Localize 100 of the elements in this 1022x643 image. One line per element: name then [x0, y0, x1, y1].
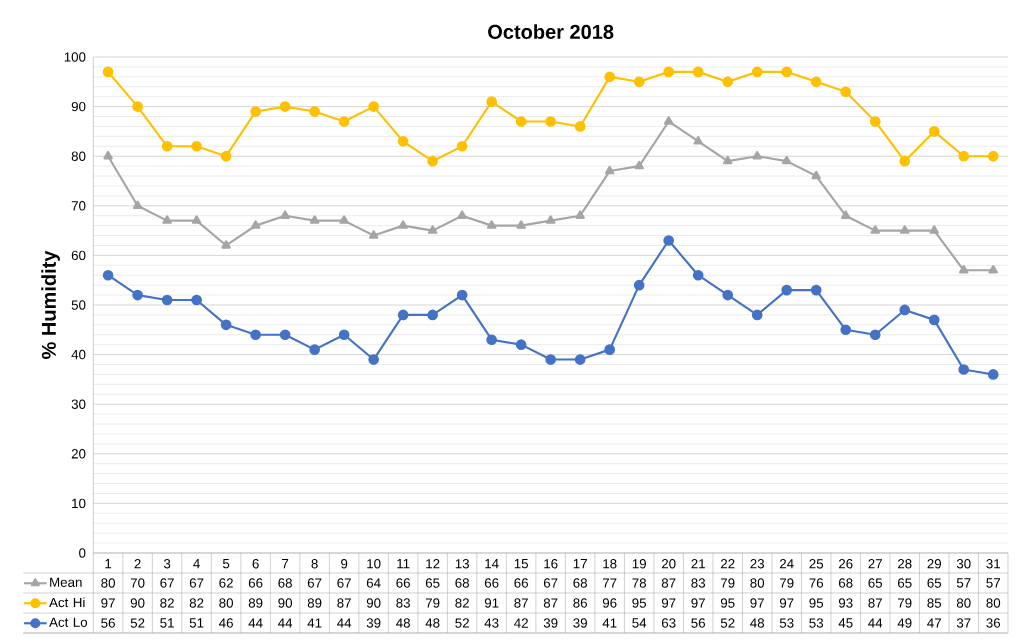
y-tick-label: 60 [71, 250, 86, 261]
point [309, 344, 320, 355]
data-label: 51 [189, 618, 204, 628]
data-label: 78 [632, 578, 647, 588]
x-tick-label: 12 [426, 559, 440, 569]
data-label: 64 [366, 578, 381, 588]
point [751, 309, 763, 321]
point [752, 150, 762, 160]
point [929, 225, 939, 234]
point [870, 225, 880, 234]
point [339, 215, 349, 224]
data-label: 68 [838, 578, 853, 588]
point [102, 269, 114, 281]
x-tick-label: 29 [927, 559, 942, 569]
point [840, 86, 852, 98]
point [633, 76, 645, 88]
x-tick-label: 19 [632, 559, 646, 569]
point [220, 150, 232, 162]
x-tick-label: 24 [779, 559, 794, 569]
data-label: 44 [248, 618, 263, 628]
point [663, 235, 675, 246]
data-label: 41 [307, 618, 322, 628]
data-label: 65 [927, 578, 942, 588]
y-tick-label: 20 [71, 449, 86, 459]
data-label: 51 [160, 618, 174, 628]
y-tick-label: 40 [71, 349, 86, 360]
x-tick-label: 3 [163, 559, 171, 569]
point [338, 116, 350, 127]
point [103, 150, 113, 160]
data-label: 67 [189, 578, 204, 588]
data-label: 41 [602, 618, 617, 628]
x-tick-label: 23 [750, 559, 765, 569]
data-label: 66 [248, 578, 263, 588]
data-label: 37 [956, 618, 971, 628]
point [309, 106, 320, 117]
data-label: 89 [248, 598, 263, 608]
data-label: 79 [898, 598, 912, 608]
point [397, 309, 409, 321]
point [102, 66, 114, 78]
x-tick-label: 31 [986, 559, 1001, 569]
data-label: 79 [425, 598, 440, 608]
point [574, 354, 586, 365]
point [840, 324, 852, 336]
data-label: 44 [337, 618, 352, 628]
data-label: 77 [602, 578, 617, 588]
point [515, 116, 527, 127]
data-label: 79 [720, 578, 735, 588]
point [722, 76, 734, 88]
data-label: 68 [573, 578, 588, 588]
data-label: 54 [632, 618, 647, 628]
data-label: 45 [838, 618, 853, 628]
point [132, 200, 143, 209]
point [368, 101, 379, 112]
data-label: 48 [396, 618, 410, 628]
x-tick-label: 26 [838, 559, 853, 569]
x-tick-label: 18 [603, 559, 617, 569]
point [987, 369, 999, 380]
x-tick-label: 2 [134, 559, 141, 569]
y-tick-label: 10 [72, 498, 86, 509]
data-label: 52 [720, 618, 735, 628]
data-label: 87 [337, 598, 351, 608]
data-label: 85 [927, 598, 942, 608]
data-label: 80 [750, 578, 765, 588]
x-tick-label: 7 [282, 559, 289, 569]
data-label: 82 [160, 598, 174, 608]
data-label: 53 [809, 618, 824, 628]
data-label: 96 [602, 598, 617, 608]
point [899, 155, 911, 167]
point [811, 170, 821, 180]
data-label: 57 [986, 578, 1000, 588]
point [545, 116, 556, 127]
data-label: 67 [337, 578, 351, 588]
y-tick-label: 80 [71, 151, 86, 161]
data-label: 67 [543, 578, 558, 588]
x-tick-label: 5 [222, 559, 230, 569]
data-label: 76 [809, 578, 824, 588]
data-label: 65 [868, 578, 883, 588]
data-label: 80 [101, 578, 115, 588]
data-label: 66 [396, 578, 410, 588]
data-label: 39 [573, 618, 587, 628]
data-label: 79 [779, 578, 794, 588]
point [663, 116, 674, 125]
point [869, 116, 881, 127]
data-label: 49 [897, 618, 912, 628]
point [162, 215, 172, 224]
x-tick-label: 9 [341, 559, 348, 569]
data-label: 44 [868, 618, 883, 628]
point [280, 210, 290, 219]
data-label: 97 [779, 598, 794, 608]
data-label: 70 [130, 578, 145, 588]
data-label: 65 [425, 578, 440, 588]
point [161, 140, 173, 152]
data-label: 82 [189, 598, 204, 608]
x-tick-label: 14 [485, 559, 499, 569]
y-tick-label: 90 [71, 101, 86, 112]
x-tick-label: 21 [691, 559, 705, 569]
x-tick-label: 15 [514, 559, 529, 569]
point [574, 121, 586, 132]
legend-label: Act Lo [49, 617, 88, 627]
data-label: 86 [573, 598, 588, 608]
